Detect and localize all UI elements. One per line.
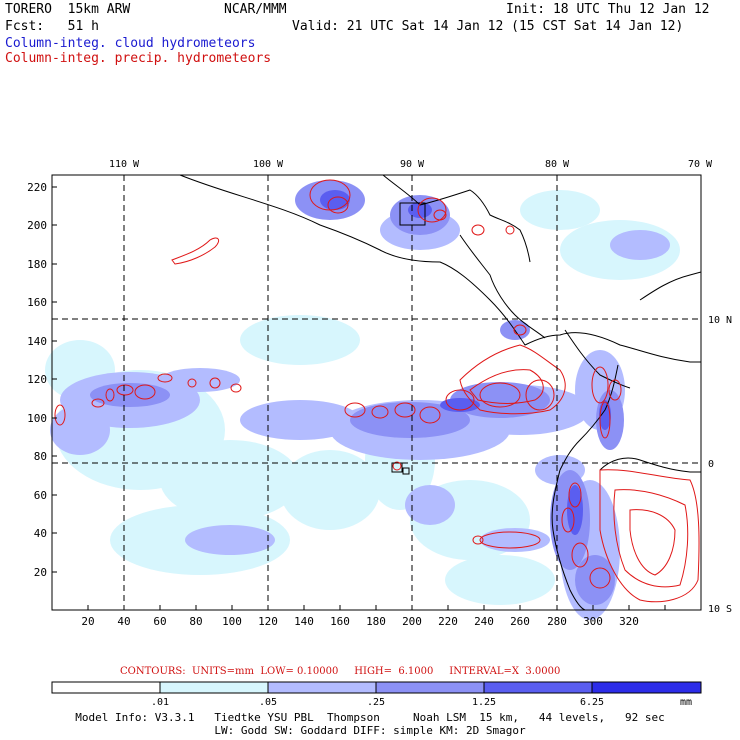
field-cloud-label: Column-integ. cloud hydrometeors: [5, 36, 256, 51]
y-tick-label: 100: [27, 412, 47, 425]
x-tick-label: 280: [547, 615, 567, 628]
lon-label: 80 W: [545, 159, 570, 170]
lat-label: 10 N: [708, 315, 732, 326]
model-info-line2: LW: Godd SW: Goddard DIFF: simple KM: 2D…: [214, 724, 526, 737]
y-tick-label: 120: [27, 373, 47, 386]
init-time: Init: 18 UTC Thu 12 Jan 12: [506, 2, 710, 17]
colorbar-segment: [268, 682, 376, 693]
colorbar-segment: [592, 682, 701, 693]
lon-label: 90 W: [400, 159, 425, 170]
model-title: TORERO 15km ARW: [5, 2, 131, 17]
x-tick-label: 200: [402, 615, 422, 628]
x-tick-label: 140: [294, 615, 314, 628]
colorbar-label: .25: [367, 697, 386, 708]
y-tick-label: 40: [34, 527, 47, 540]
x-tick-label: 40: [117, 615, 130, 628]
forecast-hour: Fcst: 51 h: [5, 19, 99, 34]
x-tick-label: 300: [583, 615, 603, 628]
latlon-grid: [52, 175, 701, 610]
lon-label: 110 W: [109, 159, 140, 170]
colorbar-label: .05: [259, 697, 278, 708]
lon-label: 70 W: [688, 159, 713, 170]
precip-contours: [54, 179, 700, 603]
colorbar-label: 6.25: [580, 697, 605, 708]
colorbar-segment: [484, 682, 592, 693]
cloud-shading-deep: [320, 190, 611, 535]
x-tick-label: 100: [222, 615, 242, 628]
colorbar-segment: [160, 682, 268, 693]
y-tick-label: 160: [27, 296, 47, 309]
x-tick-label: 120: [258, 615, 278, 628]
x-tick-label: 160: [330, 615, 350, 628]
x-tick-label: 220: [438, 615, 458, 628]
colorbar-units: mm: [680, 697, 693, 708]
field-precip-label: Column-integ. precip. hydrometeors: [5, 51, 272, 66]
y-tick-label: 180: [27, 258, 47, 271]
lat-label: 10 S: [708, 604, 732, 615]
contour-info: CONTOURS: UNITS=mm LOW= 0.10000 HIGH= 6.…: [120, 666, 561, 677]
y-tick-labels: 20 40 60 80 100 120 140 160 180 200 220: [27, 181, 47, 579]
x-tick-label: 80: [189, 615, 202, 628]
map-plot: [45, 174, 702, 620]
colorbar-label: .01: [151, 697, 170, 708]
valid-time: Valid: 21 UTC Sat 14 Jan 12 (15 CST Sat …: [292, 19, 684, 34]
colorbar-label: 1.25: [472, 697, 497, 708]
x-tick-labels: 20 40 60 80 100 120 140 160 180 200 220 …: [81, 615, 639, 628]
model-info-line1: Model Info: V3.3.1 Tiedtke YSU PBL Thomp…: [75, 711, 665, 724]
y-tick-label: 60: [34, 489, 47, 502]
y-tick-label: 220: [27, 181, 47, 194]
colorbar: [51, 681, 702, 694]
y-tick-label: 20: [34, 566, 47, 579]
x-tick-label: 20: [81, 615, 94, 628]
y-tick-label: 80: [34, 450, 47, 463]
x-tick-label: 60: [153, 615, 166, 628]
colorbar-segment: [376, 682, 484, 693]
colorbar-segment: [52, 682, 160, 693]
x-tick-label: 240: [474, 615, 494, 628]
y-tick-label: 200: [27, 219, 47, 232]
x-tick-label: 320: [619, 615, 639, 628]
x-tick-label: 180: [366, 615, 386, 628]
org-label: NCAR/MMM: [224, 2, 287, 17]
tick-marks: [52, 186, 666, 610]
x-tick-label: 260: [510, 615, 530, 628]
lon-labels: 110 W 100 W 90 W 80 W 70 W: [109, 159, 713, 170]
lat-label: 0: [708, 459, 714, 470]
lat-labels: 10 N 0 10 S: [708, 315, 732, 615]
y-tick-label: 140: [27, 335, 47, 348]
lon-label: 100 W: [253, 159, 284, 170]
coastlines: [179, 174, 702, 611]
